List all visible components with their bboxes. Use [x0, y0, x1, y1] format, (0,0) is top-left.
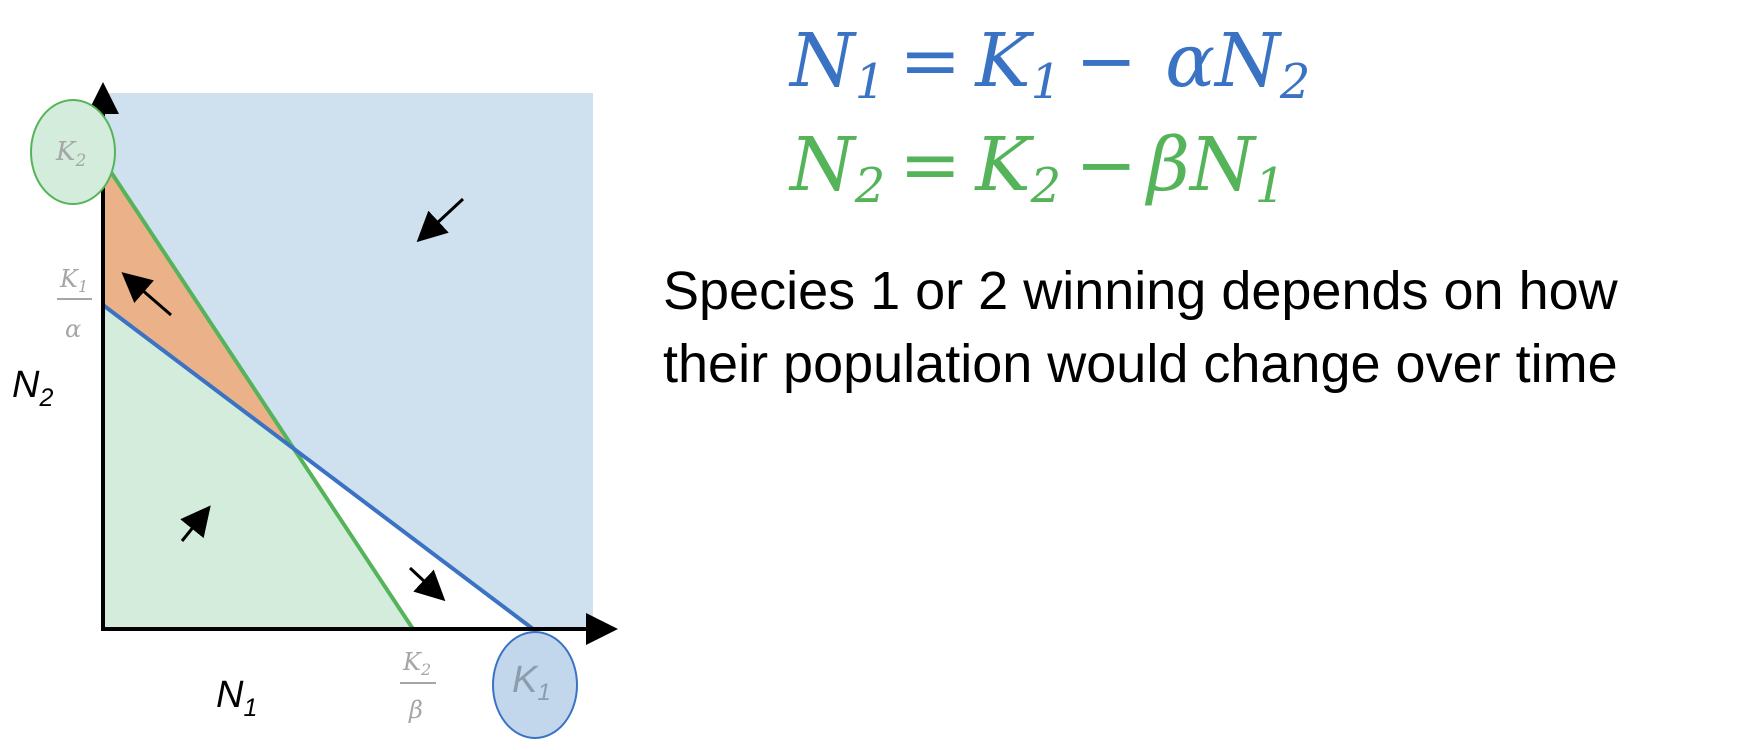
caption-line-1: Species 1 or 2 winning depends on how	[663, 261, 1619, 321]
region-green	[103, 305, 413, 629]
x-axis-label: N1	[216, 674, 257, 722]
svg-text:α: α	[65, 315, 81, 343]
k1-intercept-circle	[492, 631, 578, 739]
svg-text:K2: K2	[402, 648, 431, 679]
k2-intercept-circle	[30, 99, 116, 205]
equation-species2: N2 = K2− βN1	[788, 122, 1285, 214]
arrow-blue-region	[416, 197, 465, 243]
k1-over-alpha-tick: K1 α	[57, 265, 92, 343]
arrow-green-region	[180, 505, 211, 542]
arrow-white-region	[408, 566, 446, 602]
arrow-orange-region	[121, 272, 172, 317]
k2-over-beta-tick: K2 β	[400, 648, 436, 724]
caption-line-2: their population would change over time	[663, 334, 1618, 394]
isocline-species1	[101, 303, 535, 631]
equation-species1: N1 = K1− αN2	[788, 18, 1310, 110]
k2-intercept-label: K2	[55, 137, 86, 171]
svg-text:β: β	[408, 696, 423, 724]
isocline-species2	[101, 158, 415, 631]
y-axis-label: N2	[12, 364, 53, 412]
svg-text:K1: K1	[59, 265, 88, 296]
k1-intercept-label: K1	[512, 659, 551, 706]
